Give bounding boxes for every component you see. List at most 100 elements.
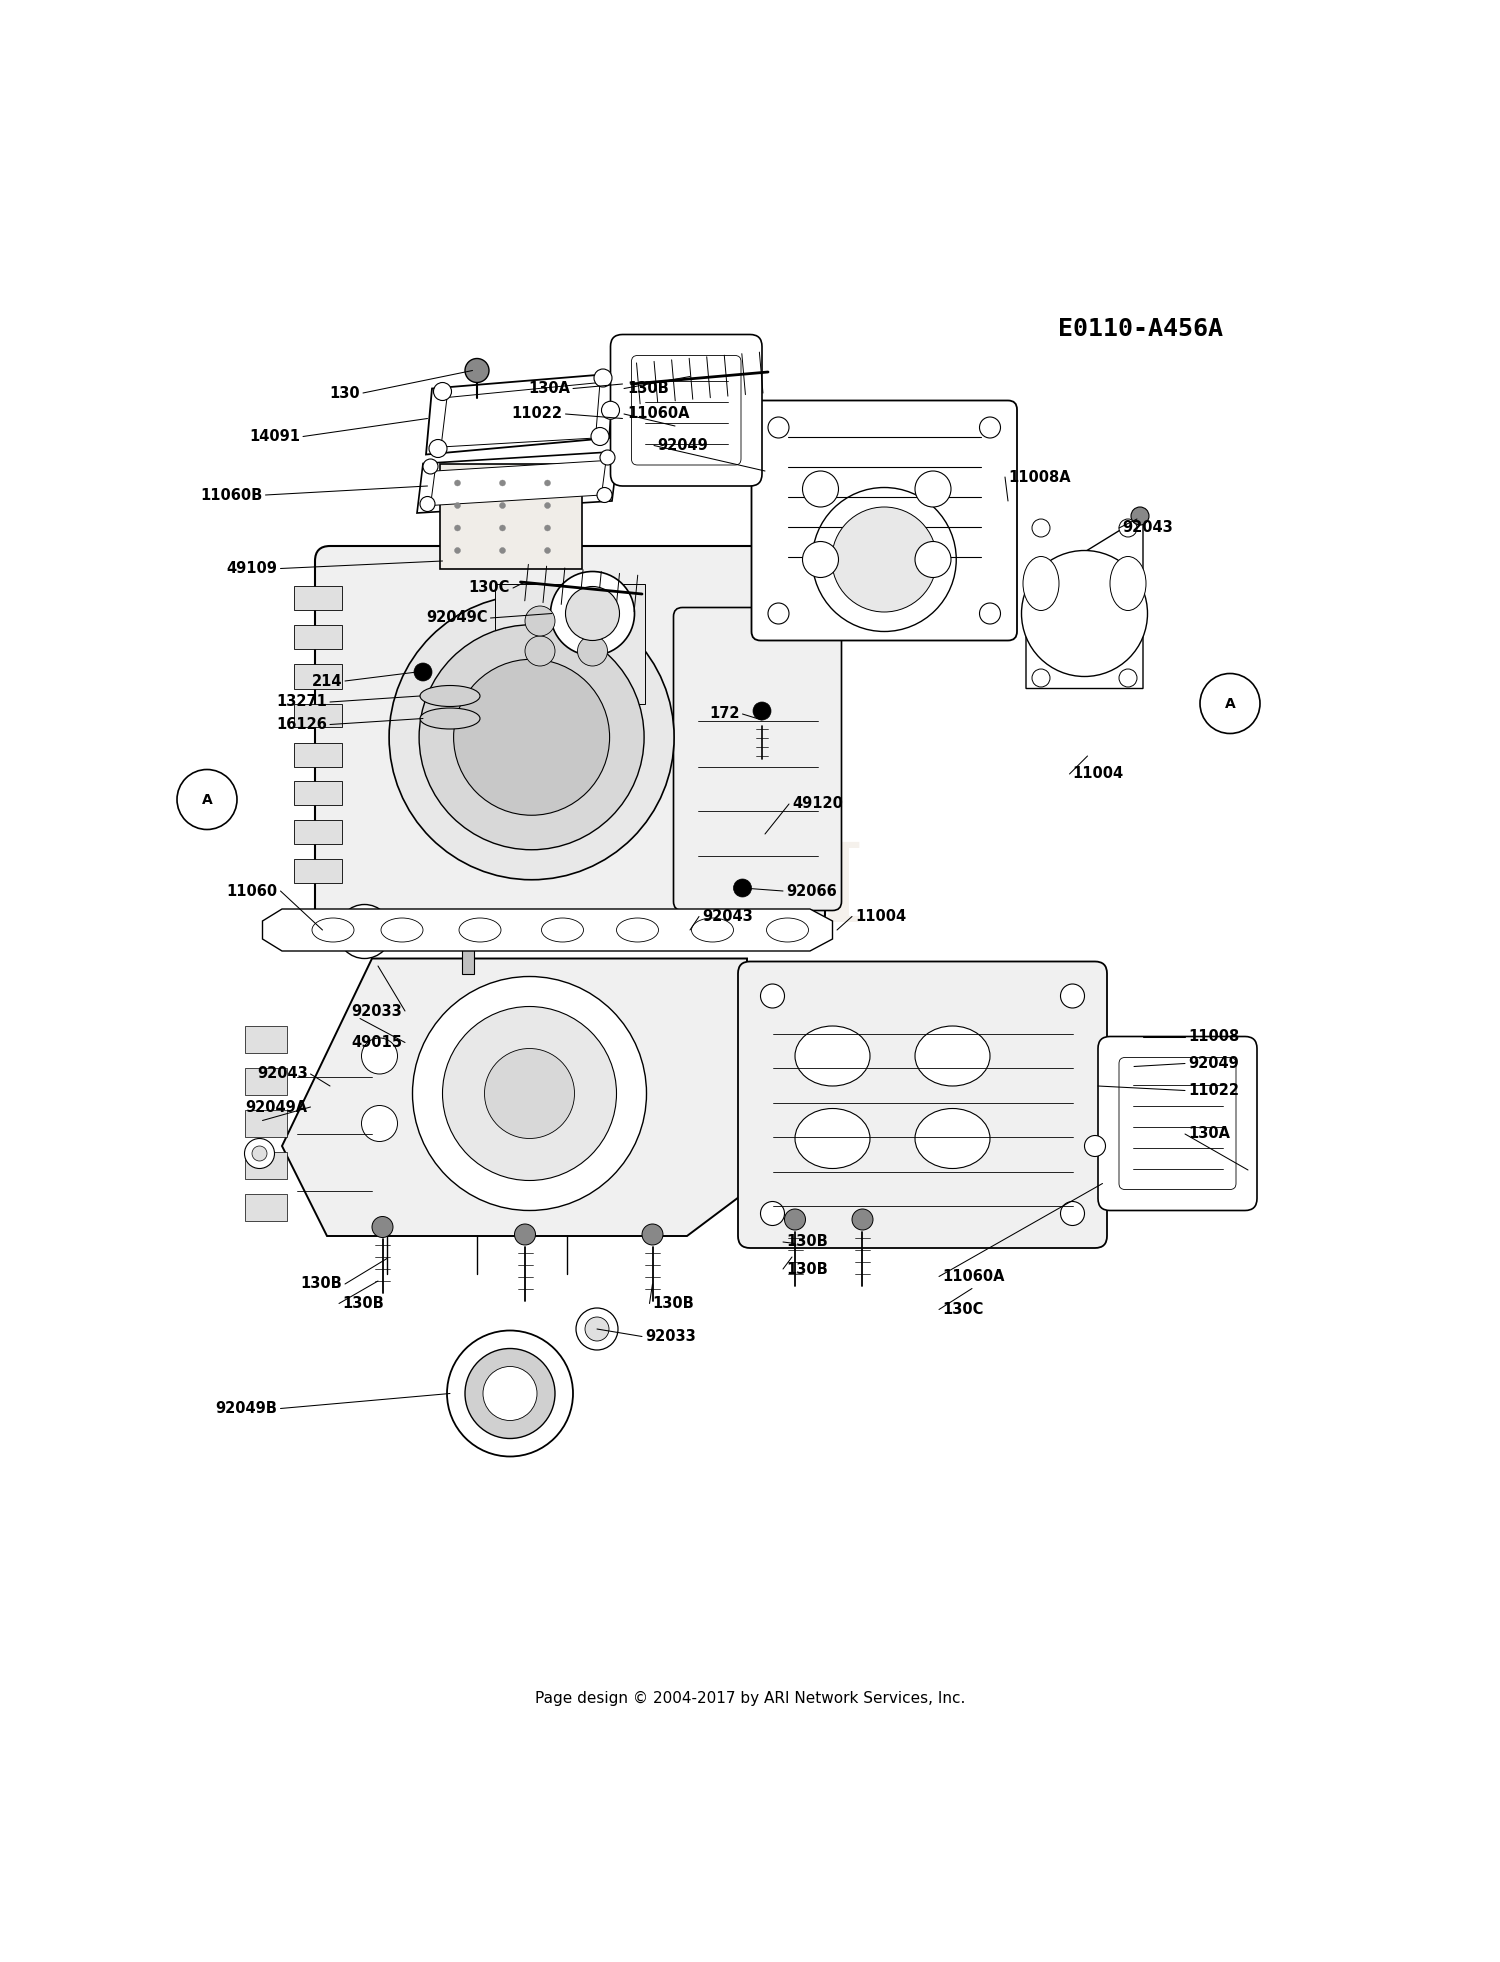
Text: 11008: 11008 <box>1188 1028 1239 1044</box>
Circle shape <box>1032 669 1050 687</box>
FancyBboxPatch shape <box>244 1110 286 1138</box>
Text: 130B: 130B <box>786 1262 828 1277</box>
Circle shape <box>852 1209 873 1230</box>
Text: 11060B: 11060B <box>201 487 262 502</box>
Circle shape <box>760 1201 784 1226</box>
Text: 11060: 11060 <box>226 883 278 899</box>
Text: A: A <box>1224 697 1236 710</box>
Text: 92049B: 92049B <box>216 1401 278 1417</box>
Circle shape <box>1084 1136 1106 1156</box>
Circle shape <box>544 547 550 553</box>
FancyBboxPatch shape <box>294 859 342 883</box>
Text: Page design © 2004-2017 by ARI Network Services, Inc.: Page design © 2004-2017 by ARI Network S… <box>536 1691 964 1705</box>
Circle shape <box>350 916 380 946</box>
Circle shape <box>500 547 506 553</box>
FancyBboxPatch shape <box>674 608 842 910</box>
Text: 130C: 130C <box>942 1303 984 1317</box>
Circle shape <box>525 606 555 636</box>
Circle shape <box>429 439 447 457</box>
Ellipse shape <box>915 1026 990 1087</box>
Circle shape <box>544 502 550 508</box>
Text: 92043: 92043 <box>256 1067 307 1081</box>
Circle shape <box>578 606 608 636</box>
Circle shape <box>544 481 550 487</box>
Ellipse shape <box>795 1109 870 1169</box>
Circle shape <box>576 1309 618 1350</box>
Circle shape <box>420 496 435 512</box>
Circle shape <box>915 542 951 577</box>
Circle shape <box>915 471 951 506</box>
FancyBboxPatch shape <box>244 1067 286 1095</box>
Text: 172: 172 <box>710 706 740 722</box>
Polygon shape <box>417 451 618 512</box>
Circle shape <box>413 977 646 1211</box>
FancyBboxPatch shape <box>244 1152 286 1179</box>
Ellipse shape <box>381 918 423 942</box>
Circle shape <box>802 471 838 506</box>
Circle shape <box>550 571 634 655</box>
Circle shape <box>1119 669 1137 687</box>
FancyBboxPatch shape <box>610 334 762 487</box>
FancyBboxPatch shape <box>294 742 342 767</box>
Circle shape <box>483 1366 537 1420</box>
Text: 92049A: 92049A <box>246 1099 308 1114</box>
Circle shape <box>338 904 392 959</box>
Circle shape <box>500 502 506 508</box>
Text: 92033: 92033 <box>645 1328 696 1344</box>
FancyBboxPatch shape <box>738 961 1107 1248</box>
Circle shape <box>602 402 619 420</box>
Ellipse shape <box>312 918 354 942</box>
Circle shape <box>768 602 789 624</box>
Text: 130B: 130B <box>652 1297 694 1311</box>
Circle shape <box>500 526 506 532</box>
Text: ARI: ARI <box>634 838 866 944</box>
FancyBboxPatch shape <box>315 545 825 928</box>
Ellipse shape <box>795 1026 870 1087</box>
Text: 130A: 130A <box>528 381 570 396</box>
Text: 92049: 92049 <box>1188 1056 1239 1071</box>
Polygon shape <box>262 908 833 952</box>
FancyBboxPatch shape <box>752 400 1017 640</box>
Circle shape <box>578 636 608 665</box>
Circle shape <box>544 526 550 532</box>
Circle shape <box>600 449 615 465</box>
Ellipse shape <box>616 918 658 942</box>
FancyBboxPatch shape <box>294 626 342 649</box>
Text: 92049C: 92049C <box>426 610 488 626</box>
FancyBboxPatch shape <box>244 1026 286 1054</box>
FancyBboxPatch shape <box>294 820 342 844</box>
FancyBboxPatch shape <box>440 463 582 569</box>
Circle shape <box>453 659 609 816</box>
Text: 11022: 11022 <box>512 406 562 422</box>
Text: 11060A: 11060A <box>942 1269 1005 1283</box>
FancyBboxPatch shape <box>495 583 645 704</box>
Text: 11022: 11022 <box>1188 1083 1239 1099</box>
FancyBboxPatch shape <box>294 704 342 728</box>
Circle shape <box>419 624 644 850</box>
Circle shape <box>1022 551 1148 677</box>
Text: 11004: 11004 <box>1072 767 1124 781</box>
Text: 130B: 130B <box>300 1277 342 1291</box>
Circle shape <box>831 506 936 612</box>
Text: 11060A: 11060A <box>627 406 690 422</box>
Circle shape <box>813 487 957 632</box>
Ellipse shape <box>420 708 480 730</box>
Text: 130B: 130B <box>786 1234 828 1250</box>
Text: 130B: 130B <box>342 1297 384 1311</box>
Circle shape <box>760 985 784 1008</box>
Circle shape <box>447 1330 573 1456</box>
Circle shape <box>244 1138 274 1169</box>
Text: 49109: 49109 <box>226 561 278 577</box>
Circle shape <box>642 1224 663 1246</box>
FancyBboxPatch shape <box>294 665 342 689</box>
Circle shape <box>768 418 789 438</box>
Polygon shape <box>282 959 747 1236</box>
Polygon shape <box>1026 516 1143 689</box>
Text: 130A: 130A <box>1188 1126 1230 1142</box>
Polygon shape <box>430 461 606 506</box>
Text: 130B: 130B <box>627 381 669 396</box>
Ellipse shape <box>459 918 501 942</box>
Text: 49120: 49120 <box>792 797 843 812</box>
Circle shape <box>433 383 451 400</box>
Circle shape <box>388 594 674 879</box>
